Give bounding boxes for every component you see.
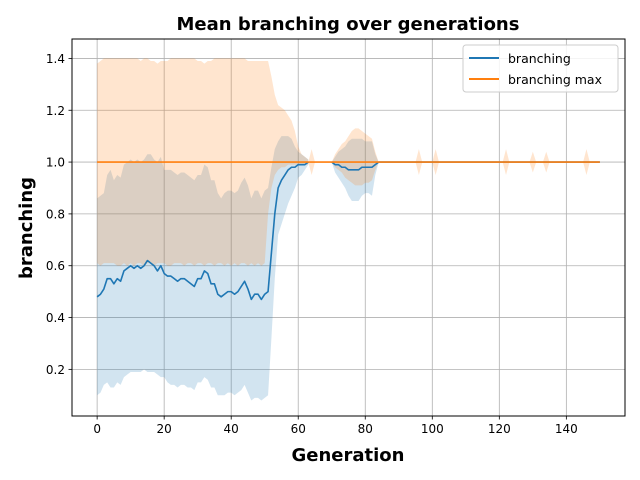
lines xyxy=(96,161,600,301)
band-branching-max xyxy=(308,128,600,186)
x-axis-label: Generation xyxy=(292,445,405,466)
grid xyxy=(72,39,625,416)
y-tick-label: 0.8 xyxy=(46,207,65,221)
x-axis: 0 20 40 60 80 100 120 140 xyxy=(93,416,578,436)
y-tick-label: 1.2 xyxy=(46,104,65,118)
chart-title: Mean branching over generations xyxy=(177,14,520,35)
x-tick-label: 60 xyxy=(291,422,306,436)
y-tick-label: 1.0 xyxy=(46,156,65,170)
x-tick-label: 120 xyxy=(488,422,511,436)
x-tick-label: 0 xyxy=(93,422,101,436)
x-tick-label: 100 xyxy=(421,422,444,436)
x-tick-label: 40 xyxy=(224,422,239,436)
y-tick-label: 0.6 xyxy=(46,259,65,273)
series-line-branching xyxy=(331,161,380,171)
x-tick-label: 140 xyxy=(555,422,578,436)
y-tick-label: 1.4 xyxy=(46,52,65,66)
plot-frame xyxy=(71,38,626,417)
band-branching xyxy=(97,136,309,401)
y-axis-label: branching xyxy=(16,177,37,279)
y-tick-label: 0.4 xyxy=(46,311,65,325)
x-tick-label: 80 xyxy=(358,422,373,436)
series-line-branching xyxy=(96,161,309,301)
legend: branching branching max xyxy=(462,44,619,93)
x-tick-label: 20 xyxy=(157,422,172,436)
y-axis: 0.2 0.4 0.6 0.8 1.0 1.2 1.4 xyxy=(46,52,72,377)
legend-label-branching: branching xyxy=(508,51,571,66)
legend-box xyxy=(462,44,619,93)
y-tick-label: 0.2 xyxy=(46,363,65,377)
legend-label-branching-max: branching max xyxy=(508,72,602,87)
